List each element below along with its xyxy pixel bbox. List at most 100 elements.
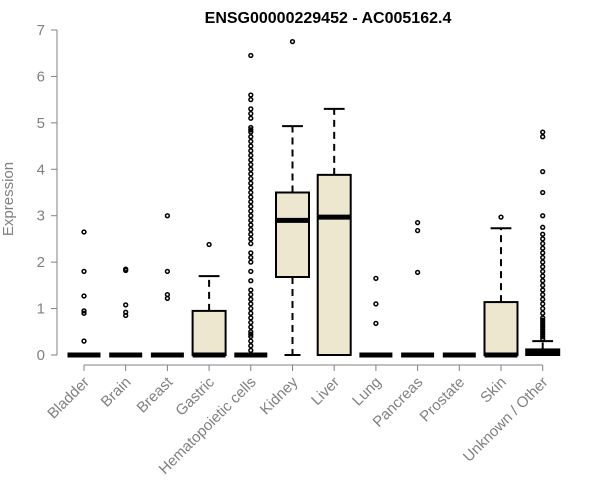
x-tick-label: Breast [134,373,177,416]
outlier-point [248,259,254,265]
outlier-point [540,231,546,237]
outlier-point [248,138,254,145]
outlier-point [248,236,254,242]
box-lung [359,275,393,358]
outlier-point [248,127,254,133]
outlier-point [540,129,546,135]
outlier-point [248,171,254,177]
outlier-point [540,310,546,316]
outlier-point [540,296,546,302]
outlier-point [248,291,254,298]
outlier-point [248,203,254,210]
outlier-point [248,106,254,112]
outlier-point [248,189,254,196]
box-liver [316,107,352,356]
box-gastric [191,241,227,358]
x-tick-label: Brain [98,374,135,411]
outlier-point [540,326,546,333]
outlier-point [248,333,254,340]
outlier-point [248,217,254,224]
outlier-point [248,161,254,168]
outlier-point [248,199,254,205]
chart-title: ENSG00000229452 - AC005162.4 [205,10,452,27]
outlier-point [540,319,546,326]
outlier-point [248,296,254,302]
y-tick-label: 0 [37,347,45,364]
outlier-point [248,180,254,186]
box-hematopoietic-cells [234,52,268,358]
outlier-point [248,343,254,349]
outlier-point [540,264,546,270]
outlier-point [248,213,254,219]
outlier-point [540,254,546,261]
outlier-point [248,143,254,149]
box-kidney [275,38,310,356]
outlier-point [540,224,546,230]
y-axis: 0 1 2 3 4 5 6 7 [37,22,58,364]
outlier-point [123,312,129,319]
outlier-point [248,254,254,261]
outlier-point [248,96,254,103]
x-tick-label: Liver [308,374,343,409]
outlier-point [414,269,421,276]
box-bladder [67,229,101,358]
outlier-point [248,301,254,307]
outlier-point [248,157,254,163]
outlier-point [81,268,87,275]
outlier-point [81,293,87,299]
outlier-point [248,226,254,233]
outlier-point [540,236,546,242]
outlier-point [164,213,171,219]
outlier-point [540,291,546,298]
outlier-point [248,315,254,321]
outlier-point [81,310,87,316]
outlier-point [248,124,254,131]
outlier-point [248,331,254,337]
y-tick-label: 4 [37,161,45,178]
box-brain [109,266,143,358]
outlier-point [540,168,546,175]
outlier-point [414,220,421,226]
outlier-point [206,241,212,248]
x-tick-label: Lung [349,374,385,410]
outlier-point [248,338,254,344]
outlier-point [248,250,254,256]
outlier-point [164,268,171,275]
iqr-box [275,191,310,278]
outlier-point [248,305,254,312]
outlier-point [248,347,254,354]
outlier-point [248,115,254,121]
outlier-point [540,336,546,342]
outlier-point [248,166,254,172]
y-tick-label: 2 [37,254,45,271]
outlier-point [540,134,546,140]
outlier-point [540,189,546,196]
outlier-point [540,301,546,307]
outlier-point [248,231,254,237]
outlier-point [540,245,546,251]
outlier-point [248,287,254,293]
x-tick-label: Skin [477,374,510,407]
outlier-point [248,240,254,247]
iqr-box [483,301,519,357]
y-tick-label: 3 [37,208,45,225]
outlier-point [540,315,546,321]
outlier-point [248,92,254,98]
x-tick-label: Prostate [417,374,469,426]
x-tick-label: Bladder [44,374,93,423]
y-tick-label: 1 [37,301,45,318]
outlier-point [81,338,87,344]
outlier-point [248,110,254,117]
outlier-point [540,324,546,330]
outlier-point [540,250,546,256]
y-tick-label: 7 [37,22,45,39]
outlier-point [540,329,546,335]
outlier-point [81,229,87,235]
outlier-point [540,305,546,312]
outlier-point [540,213,546,219]
outlier-point [248,278,254,284]
outlier-point [540,331,546,337]
outlier-point [289,38,296,45]
